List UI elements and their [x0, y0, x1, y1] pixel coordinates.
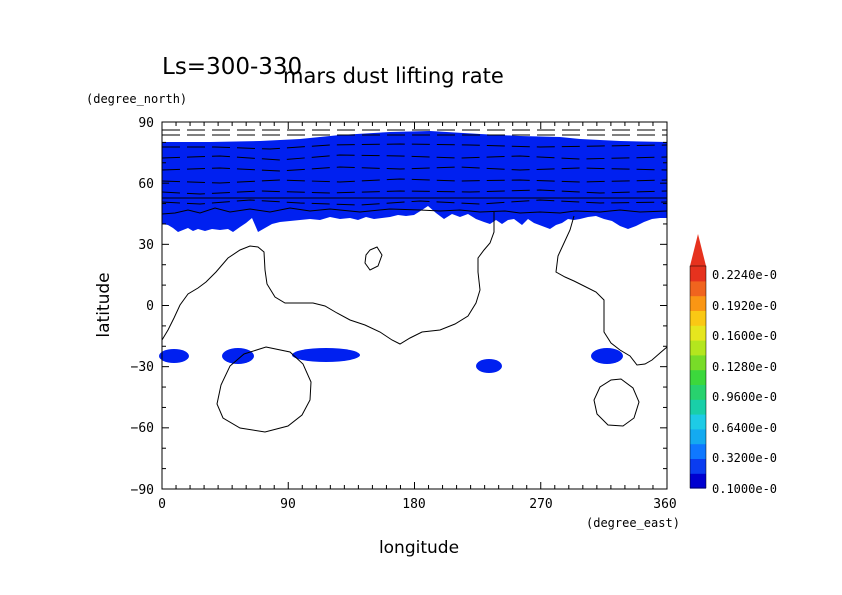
colorbar-label: 0.1920e-0 — [712, 299, 777, 313]
chart-title: mars dust lifting rate — [283, 64, 504, 88]
colorbar-block — [690, 369, 706, 385]
colorbar-block — [690, 473, 706, 489]
dust-patch-2 — [222, 348, 254, 364]
x-tick-label: 270 — [529, 497, 552, 512]
chart-subtitle: Ls=300-330 — [162, 54, 302, 80]
colorbar-arrow — [690, 234, 706, 266]
colorbar-blocks — [690, 266, 706, 489]
colorbar-block — [690, 443, 706, 459]
colorbar — [689, 234, 707, 489]
colorbar-block — [690, 325, 706, 341]
x-tick-labels: 0 90 180 270 360 — [158, 497, 677, 512]
y-unit-label: (degree_north) — [86, 92, 187, 106]
y-tick-label: 90 — [138, 116, 154, 131]
colorbar-block — [690, 266, 706, 282]
axis-ticks — [161, 121, 668, 490]
plot-area — [159, 129, 668, 433]
colorbar-block — [690, 280, 706, 297]
x-tick-label: 180 — [402, 497, 425, 512]
x-axis-label: longitude — [379, 538, 459, 558]
dust-patch-1 — [159, 349, 189, 363]
y-tick-label: −30 — [131, 360, 154, 375]
y-tick-label: 0 — [146, 299, 154, 314]
colorbar-label: 0.3200e-0 — [712, 451, 777, 465]
colorbar-block — [690, 384, 706, 400]
y-axis-label: latitude — [94, 272, 114, 337]
colorbar-block — [690, 458, 706, 474]
colorbar-label: 0.1000e-0 — [712, 482, 777, 496]
solid-contours — [161, 197, 668, 433]
x-tick-label: 0 — [158, 497, 166, 512]
dust-fill-north — [162, 131, 667, 232]
colorbar-block — [690, 399, 706, 415]
colorbar-label: 0.1280e-0 — [712, 360, 777, 374]
colorbar-frame — [689, 265, 707, 489]
colorbar-block — [690, 310, 706, 326]
dust-patch-3 — [292, 348, 360, 362]
y-tick-label: 30 — [138, 238, 154, 253]
colorbar-label: 0.1600e-0 — [712, 329, 777, 343]
x-tick-label: 90 — [280, 497, 296, 512]
colorbar-label: 0.9600e-0 — [712, 390, 777, 404]
colorbar-block — [690, 414, 706, 430]
x-unit-label: (degree_east) — [586, 516, 680, 530]
colorbar-labels: 0.1000e-0 0.3200e-0 0.6400e-0 0.9600e-0 … — [712, 268, 777, 496]
y-tick-label: −90 — [131, 483, 154, 498]
y-tick-label: 60 — [138, 177, 154, 192]
x-tick-label: 360 — [653, 497, 676, 512]
colorbar-block — [690, 354, 706, 371]
colorbar-block — [690, 428, 706, 445]
y-tick-labels: 90 60 30 0 −30 −60 −90 — [131, 116, 154, 498]
colorbar-label: 0.6400e-0 — [712, 421, 777, 435]
colorbar-block — [690, 340, 706, 356]
colorbar-block — [690, 295, 706, 311]
dust-patch-4 — [476, 359, 502, 373]
dashed-contours — [161, 129, 668, 206]
colorbar-label: 0.2240e-0 — [712, 268, 777, 282]
dust-patch-5 — [591, 348, 623, 364]
y-tick-label: −60 — [131, 421, 154, 436]
